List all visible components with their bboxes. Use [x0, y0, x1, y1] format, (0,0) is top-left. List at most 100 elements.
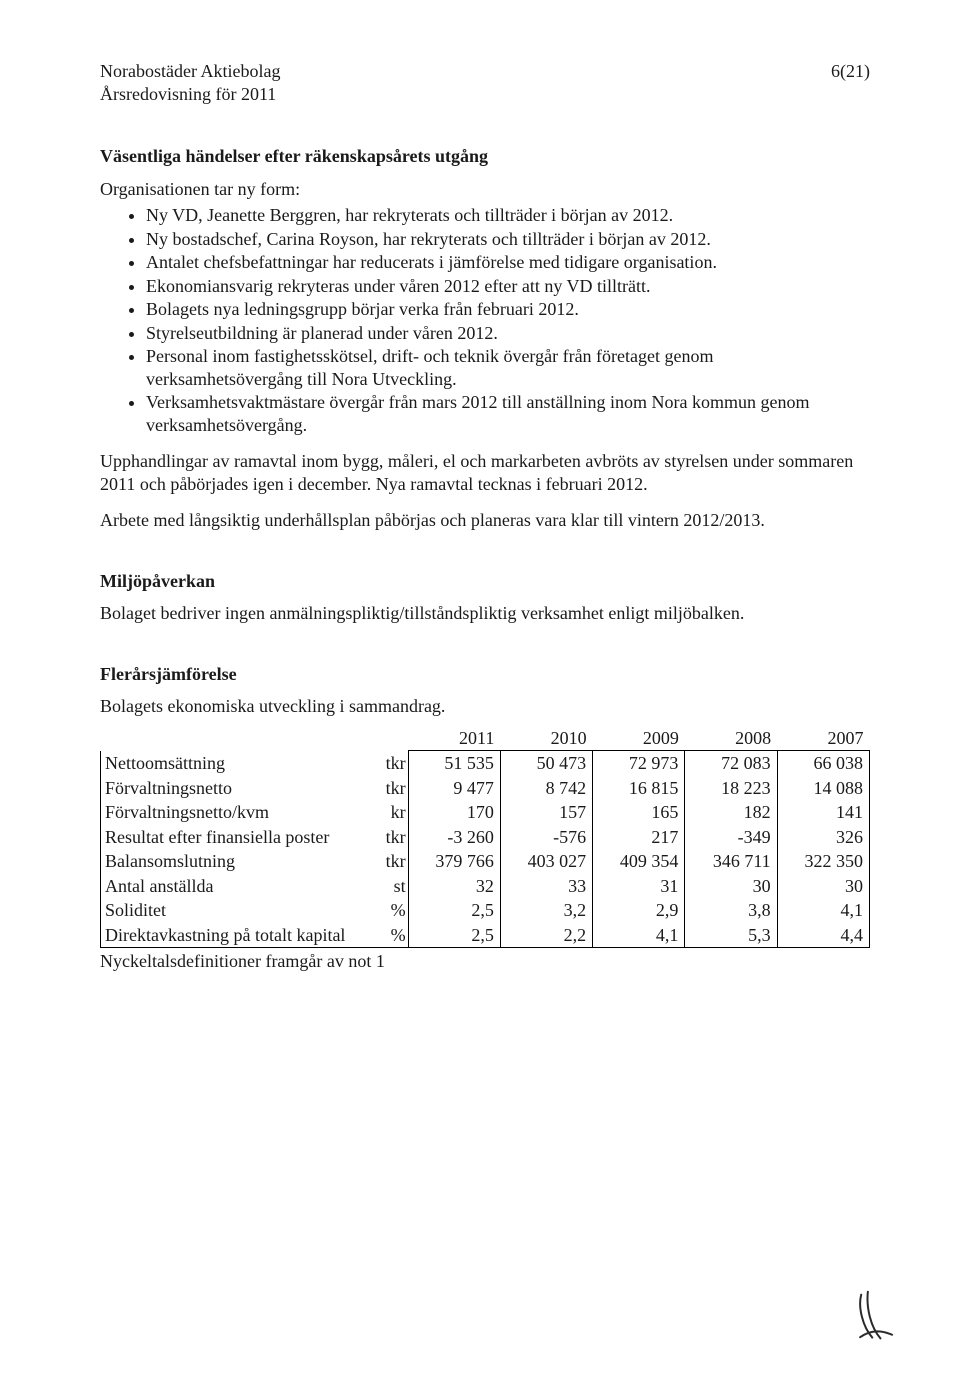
row-value: 30	[685, 874, 777, 899]
row-value: -3 260	[408, 825, 500, 850]
row-unit: %	[362, 923, 408, 948]
row-label: Resultat efter finansiella poster	[101, 825, 362, 850]
row-value: 322 350	[777, 849, 869, 874]
list-item: Bolagets nya ledningsgrupp börjar verka …	[146, 298, 870, 321]
table-row: Resultat efter finansiella poster tkr -3…	[101, 825, 870, 850]
section-events-intro: Organisationen tar ny form:	[100, 178, 870, 201]
multiyear-table-wrap: 2011 2010 2009 2008 2007 Nettoomsättning…	[100, 726, 870, 973]
table-row: Direktavkastning på totalt kapital % 2,5…	[101, 923, 870, 948]
row-value: 141	[777, 800, 869, 825]
row-value: 2,2	[500, 923, 592, 948]
row-label: Förvaltningsnetto/kvm	[101, 800, 362, 825]
table-header-blank	[101, 726, 362, 751]
row-value: 2,5	[408, 898, 500, 923]
list-item: Ny bostadschef, Carina Royson, har rekry…	[146, 228, 870, 251]
row-value: -349	[685, 825, 777, 850]
table-footnote: Nyckeltalsdefinitioner framgår av not 1	[100, 950, 870, 973]
row-value: 5,3	[685, 923, 777, 948]
row-value: 3,2	[500, 898, 592, 923]
table-row: Soliditet % 2,5 3,2 2,9 3,8 4,1	[101, 898, 870, 923]
row-unit: kr	[362, 800, 408, 825]
table-row: Nettoomsättning tkr 51 535 50 473 72 973…	[101, 751, 870, 776]
row-value: 18 223	[685, 776, 777, 801]
row-unit: tkr	[362, 825, 408, 850]
row-value: 8 742	[500, 776, 592, 801]
page-number: 6(21)	[831, 60, 870, 83]
row-value: 66 038	[777, 751, 869, 776]
row-value: 4,4	[777, 923, 869, 948]
multiyear-table: 2011 2010 2009 2008 2007 Nettoomsättning…	[100, 726, 870, 949]
row-value: 72 973	[593, 751, 685, 776]
row-unit: tkr	[362, 751, 408, 776]
row-unit: tkr	[362, 849, 408, 874]
row-value: 403 027	[500, 849, 592, 874]
table-row: Balansomslutning tkr 379 766 403 027 409…	[101, 849, 870, 874]
table-year: 2007	[777, 726, 869, 751]
list-item: Ny VD, Jeanette Berggren, har rekryterat…	[146, 204, 870, 227]
table-body: Nettoomsättning tkr 51 535 50 473 72 973…	[101, 751, 870, 948]
company-name: Norabostäder Aktiebolag	[100, 60, 280, 83]
row-value: 182	[685, 800, 777, 825]
table-header-blank	[362, 726, 408, 751]
row-unit: tkr	[362, 776, 408, 801]
page-header: Norabostäder Aktiebolag Årsredovisning f…	[100, 60, 870, 105]
row-value: 30	[777, 874, 869, 899]
row-label: Förvaltningsnetto	[101, 776, 362, 801]
table-header-row: 2011 2010 2009 2008 2007	[101, 726, 870, 751]
row-value: 50 473	[500, 751, 592, 776]
list-item: Antalet chefsbefattningar har reducerats…	[146, 251, 870, 274]
row-value: 72 083	[685, 751, 777, 776]
row-value: 33	[500, 874, 592, 899]
row-value: 2,9	[593, 898, 685, 923]
signature-mark	[845, 1282, 905, 1360]
row-label: Direktavkastning på totalt kapital	[101, 923, 362, 948]
row-value: 409 354	[593, 849, 685, 874]
row-label: Nettoomsättning	[101, 751, 362, 776]
row-value: 170	[408, 800, 500, 825]
row-value: 3,8	[685, 898, 777, 923]
table-row: Antal anställda st 32 33 31 30 30	[101, 874, 870, 899]
document-page: Norabostäder Aktiebolag Årsredovisning f…	[0, 0, 960, 1397]
multiyear-intro: Bolagets ekonomiska utveckling i sammand…	[100, 695, 870, 718]
section-environment-title: Miljöpåverkan	[100, 570, 870, 593]
row-value: 379 766	[408, 849, 500, 874]
signature-icon	[845, 1282, 903, 1348]
row-value: 4,1	[777, 898, 869, 923]
row-value: 346 711	[685, 849, 777, 874]
row-value: 9 477	[408, 776, 500, 801]
row-value: 32	[408, 874, 500, 899]
row-value: 51 535	[408, 751, 500, 776]
table-year: 2010	[500, 726, 592, 751]
row-unit: st	[362, 874, 408, 899]
events-bullet-list: Ny VD, Jeanette Berggren, har rekryterat…	[100, 204, 870, 436]
list-item: Styrelseutbildning är planerad under vår…	[146, 322, 870, 345]
table-year: 2009	[593, 726, 685, 751]
row-value: 2,5	[408, 923, 500, 948]
section-multiyear-title: Flerårsjämförelse	[100, 663, 870, 686]
table-year: 2008	[685, 726, 777, 751]
row-value: 14 088	[777, 776, 869, 801]
list-item: Verksamhetsvaktmästare övergår från mars…	[146, 391, 870, 436]
list-item: Personal inom fastighetsskötsel, drift- …	[146, 345, 870, 390]
header-left: Norabostäder Aktiebolag Årsredovisning f…	[100, 60, 280, 105]
row-value: 16 815	[593, 776, 685, 801]
row-value: 165	[593, 800, 685, 825]
table-year: 2011	[408, 726, 500, 751]
row-value: 217	[593, 825, 685, 850]
row-unit: %	[362, 898, 408, 923]
report-title: Årsredovisning för 2011	[100, 83, 280, 106]
row-label: Soliditet	[101, 898, 362, 923]
events-para-1: Upphandlingar av ramavtal inom bygg, mål…	[100, 450, 870, 495]
row-label: Balansomslutning	[101, 849, 362, 874]
table-row: Förvaltningsnetto/kvm kr 170 157 165 182…	[101, 800, 870, 825]
row-value: -576	[500, 825, 592, 850]
row-value: 31	[593, 874, 685, 899]
row-value: 326	[777, 825, 869, 850]
environment-para: Bolaget bedriver ingen anmälningspliktig…	[100, 602, 870, 625]
list-item: Ekonomiansvarig rekryteras under våren 2…	[146, 275, 870, 298]
row-value: 157	[500, 800, 592, 825]
row-label: Antal anställda	[101, 874, 362, 899]
events-para-2: Arbete med långsiktig underhållsplan påb…	[100, 509, 870, 532]
section-events-title: Väsentliga händelser efter räkenskapsåre…	[100, 145, 870, 168]
row-value: 4,1	[593, 923, 685, 948]
